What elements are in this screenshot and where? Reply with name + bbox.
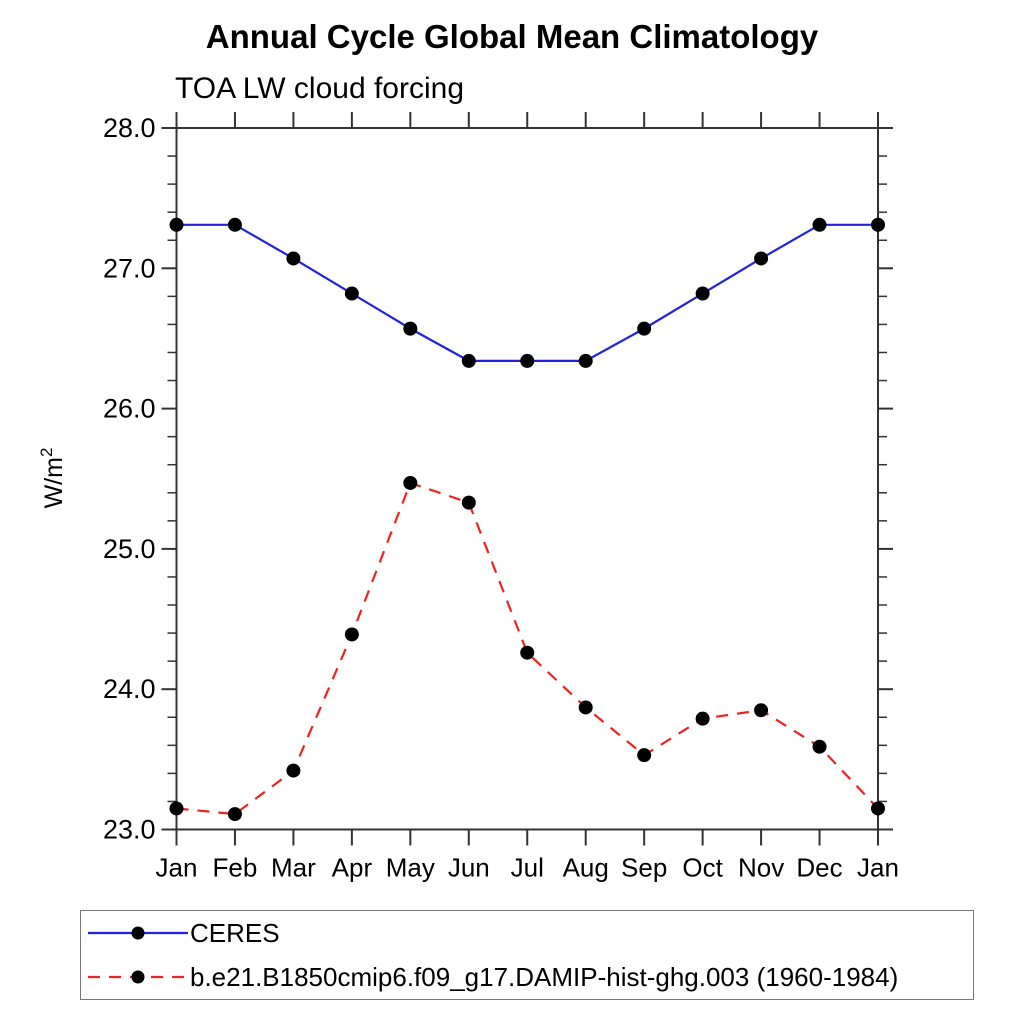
- y-axis-tick-label: 27.0: [103, 253, 156, 283]
- data-point-marker: [520, 645, 535, 660]
- data-point-marker: [637, 748, 652, 763]
- x-axis-tick-label: Sep: [621, 853, 667, 883]
- legend-marker-dot: [131, 926, 145, 940]
- y-axis-tick-label: 23.0: [103, 815, 156, 845]
- legend-marker-dot: [131, 970, 145, 984]
- chart-subtitle: TOA LW cloud forcing: [175, 72, 465, 105]
- x-axis-tick-label: Jun: [448, 853, 490, 883]
- y-axis-label-superscript: 2: [37, 448, 56, 457]
- data-point-marker: [169, 801, 184, 816]
- data-point-marker: [461, 353, 476, 368]
- data-point-marker: [578, 353, 593, 368]
- legend-item-ceres: CERES: [86, 911, 973, 955]
- data-point-marker: [169, 217, 184, 232]
- y-axis-tick-label: 28.0: [103, 113, 156, 143]
- x-axis-tick-label: Dec: [796, 853, 842, 883]
- x-axis-tick-label: Jan: [857, 853, 899, 883]
- series-line-ceres: [176, 223, 878, 362]
- data-point-marker: [871, 217, 885, 232]
- data-point-marker: [403, 475, 418, 490]
- data-point-marker: [227, 217, 242, 232]
- legend-line-sample: [88, 970, 188, 984]
- legend-label: b.e21.B1850cmip6.f09_g17.DAMIP-hist-ghg.…: [190, 962, 899, 992]
- data-point-marker: [695, 711, 710, 726]
- legend: CERES b.e21.B1850cmip6.f09_g17.DAMIP-hist…: [80, 910, 974, 1000]
- x-axis-tick-label: Feb: [213, 853, 258, 883]
- data-point-marker: [695, 286, 710, 301]
- legend-item-model: b.e21.B1850cmip6.f09_g17.DAMIP-hist-ghg.…: [86, 955, 973, 999]
- x-axis-tick-label: Apr: [332, 853, 373, 883]
- y-axis-label: W/m2: [37, 448, 68, 509]
- data-point-marker: [520, 353, 535, 368]
- data-point-marker: [637, 321, 652, 336]
- y-axis-tick-label: 25.0: [103, 534, 156, 564]
- legend-label: CERES: [190, 918, 280, 948]
- y-axis-tick-label: 26.0: [103, 394, 156, 424]
- x-axis-tick-label: Jan: [156, 853, 198, 883]
- data-point-marker: [871, 801, 885, 816]
- x-axis-tick-label: Aug: [563, 853, 609, 883]
- plot-frame: [175, 127, 879, 831]
- data-point-marker: [403, 321, 418, 336]
- x-axis-tick-label: May: [386, 853, 435, 883]
- data-point-marker: [578, 700, 593, 715]
- x-axis-tick-label: Nov: [738, 853, 784, 883]
- page-title: Annual Cycle Global Mean Climatology: [205, 18, 819, 55]
- data-point-marker: [286, 763, 301, 778]
- x-axis-tick-label: Oct: [682, 853, 723, 883]
- x-axis-tick-label: Mar: [271, 853, 316, 883]
- data-point-marker: [461, 495, 476, 510]
- data-point-marker: [812, 739, 827, 754]
- data-point-marker: [227, 807, 242, 822]
- data-point-marker: [754, 251, 769, 266]
- data-point-marker: [286, 251, 301, 266]
- data-point-marker: [812, 217, 827, 232]
- data-point-marker: [344, 286, 359, 301]
- data-point-marker: [344, 627, 359, 642]
- data-point-marker: [754, 703, 769, 718]
- x-axis-tick-label: Jul: [511, 853, 544, 883]
- y-axis-tick-label: 24.0: [103, 674, 156, 704]
- legend-line-sample: [88, 926, 188, 940]
